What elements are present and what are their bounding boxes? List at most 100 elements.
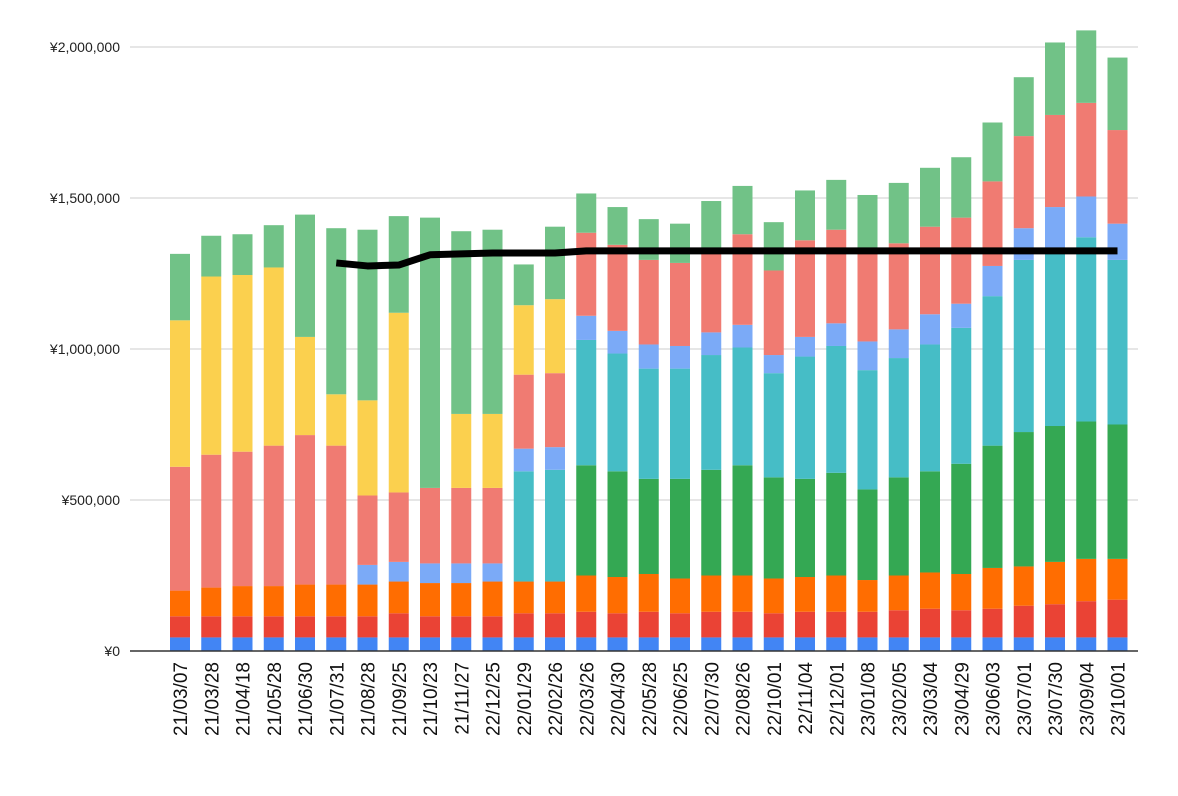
line-series	[335, 247, 1118, 270]
bar-segment	[357, 495, 378, 565]
x-tick-label: 23/07/30	[1046, 662, 1067, 736]
bar-segment	[545, 447, 565, 470]
bar-segment	[1013, 77, 1034, 137]
x-tick-label: 22/01/29	[515, 662, 536, 736]
bar-segment	[170, 466, 190, 591]
bar-segment	[576, 232, 597, 316]
bar-segment	[545, 613, 565, 638]
bar-segment	[263, 225, 284, 268]
bar-segment	[1013, 136, 1034, 229]
bar-segment	[326, 584, 347, 617]
bar-segment	[451, 583, 472, 617]
bar-segment	[170, 637, 190, 651]
bar-segment	[982, 445, 1003, 568]
bar-segment	[795, 356, 815, 479]
bar-segment	[1076, 102, 1097, 197]
bar-segment	[545, 299, 565, 374]
bar-segment	[763, 270, 784, 356]
bar-segment	[982, 181, 1003, 266]
bar-segment	[482, 229, 503, 414]
bar-segment	[326, 637, 347, 651]
bar-segment	[357, 616, 378, 638]
bar-segment	[388, 312, 409, 493]
bar-segment	[1013, 566, 1034, 606]
bar-segment	[951, 157, 972, 218]
bar-segment	[482, 487, 503, 564]
bar-segment	[888, 477, 909, 576]
bar-segment	[388, 613, 409, 638]
bar-segment	[1013, 605, 1034, 638]
bar-segment	[857, 489, 878, 581]
bar-segment	[638, 344, 659, 369]
bar-segment	[1045, 637, 1065, 651]
bar-segment	[295, 616, 315, 638]
bar-segment	[513, 581, 534, 614]
bar-segment	[826, 472, 847, 576]
bar-segment	[670, 345, 690, 369]
bar-segment	[263, 445, 284, 587]
bar-segment	[888, 329, 909, 359]
bar-segment	[763, 222, 784, 271]
bar-segment	[1107, 599, 1128, 638]
bar-segment	[920, 471, 940, 573]
bar-segment	[326, 394, 347, 446]
bar-segment	[232, 616, 253, 638]
bar-segment	[1076, 237, 1097, 422]
bar-segment	[763, 613, 784, 638]
bar-segment	[451, 413, 472, 488]
bar-segment	[670, 613, 690, 638]
bar-segment	[638, 478, 659, 574]
bar-segment	[982, 637, 1003, 651]
bar-segment	[201, 637, 222, 651]
bar-segment	[388, 492, 409, 562]
bar-segment	[732, 324, 753, 348]
bar-segment	[607, 353, 628, 472]
bar-segment	[670, 478, 690, 579]
bar-segment	[795, 190, 815, 241]
bar-segment	[951, 610, 972, 638]
bar-segment	[545, 469, 565, 582]
bar-segment	[1107, 424, 1128, 559]
bar-segment	[420, 583, 440, 617]
bar-segment	[1045, 42, 1065, 115]
bar-segment	[451, 231, 472, 414]
x-tick-label: 23/03/04	[921, 662, 942, 736]
x-tick-label: 21/08/28	[359, 662, 380, 736]
x-tick-label: 23/01/08	[859, 662, 880, 736]
bar-segment	[513, 448, 534, 472]
bar-segment	[763, 373, 784, 478]
bar-segment	[1045, 604, 1065, 638]
bar-segment	[732, 465, 753, 576]
x-tick-label: 22/10/01	[765, 662, 786, 736]
x-tick-label: 21/04/18	[234, 662, 255, 736]
bar-segment	[1045, 561, 1065, 605]
bar-segment	[513, 374, 534, 449]
bar-segment	[607, 244, 628, 331]
x-tick-label: 22/03/26	[577, 662, 598, 736]
bar-segment	[732, 611, 753, 638]
bar-segment	[1013, 259, 1034, 433]
x-tick-label: 21/10/23	[421, 662, 442, 736]
bar-segment	[638, 637, 659, 651]
bar-segment	[576, 611, 597, 638]
bar-segment	[1045, 207, 1065, 248]
x-tick-label: 23/04/29	[952, 662, 973, 736]
bar-segment	[920, 344, 940, 472]
bar-segment	[326, 228, 347, 395]
total-line	[335, 247, 1118, 270]
bar-segment	[1107, 259, 1128, 425]
bar-segment	[451, 487, 472, 564]
bar-segment	[326, 445, 347, 585]
bar-segment	[670, 578, 690, 614]
bar-segment	[732, 347, 753, 466]
bar-segment	[357, 229, 378, 401]
bar-segment	[670, 223, 690, 263]
bar-segment	[420, 217, 440, 488]
bar-segment	[451, 563, 472, 584]
x-tick-label: 23/09/04	[1077, 662, 1098, 736]
bar-segment	[888, 243, 909, 330]
bar-segment	[513, 613, 534, 638]
bar-segment	[982, 608, 1003, 638]
bar-segment	[295, 637, 315, 651]
